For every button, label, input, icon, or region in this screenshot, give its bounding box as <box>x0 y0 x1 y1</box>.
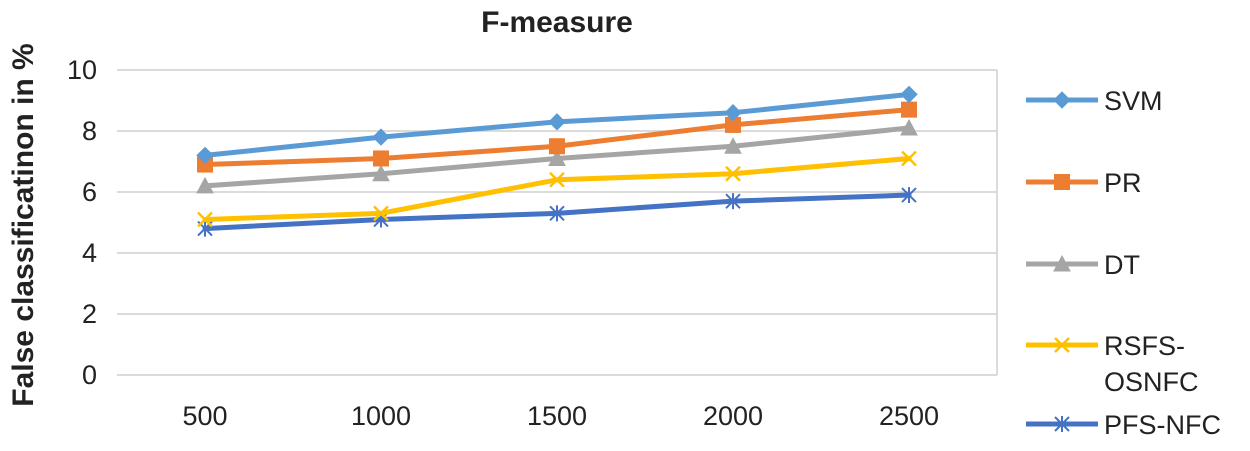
legend-item-rsfs-osnfc: RSFS- OSNFC <box>1026 331 1199 397</box>
data-point-pfs-nfc <box>725 193 741 210</box>
y-tick-label: 8 <box>82 116 97 146</box>
y-tick-label: 10 <box>67 55 97 85</box>
tick-labels: 0 2 4 6 8 10 500 1000 1500 2000 2500 <box>67 55 939 431</box>
data-point-dt <box>548 149 566 166</box>
data-point-rsfs-osnfc <box>725 165 741 182</box>
legend: SVM PR DT RSFS- OSNFC PFS-NFC <box>1026 86 1221 440</box>
legend-label: OSNFC <box>1104 367 1199 397</box>
gridlines <box>117 69 998 376</box>
data-point-rsfs-osnfc <box>197 211 213 228</box>
series-svm <box>196 85 918 165</box>
data-point-svm <box>724 103 742 122</box>
y-tick-label: 0 <box>82 360 97 390</box>
legend-item-pr: PR <box>1026 168 1142 198</box>
legend-asterisk-icon <box>1054 416 1070 432</box>
legend-label: RSFS- <box>1104 331 1185 361</box>
series-dt <box>196 118 918 194</box>
legend-label: PFS-NFC <box>1104 410 1221 440</box>
data-point-dt <box>724 137 742 154</box>
y-tick-label: 2 <box>82 299 97 329</box>
data-point-svm <box>900 85 918 104</box>
data-point-pfs-nfc <box>901 187 917 204</box>
data-point-svm <box>548 113 566 131</box>
data-point-rsfs-osnfc <box>901 150 917 167</box>
x-tick-label: 2000 <box>703 401 763 431</box>
data-point-svm <box>196 146 214 165</box>
data-point-rsfs-osnfc <box>373 205 389 222</box>
x-tick-label: 500 <box>182 401 227 431</box>
series-rsfs-osnfc <box>197 150 917 228</box>
series-pr <box>197 101 917 173</box>
legend-label: SVM <box>1104 86 1163 116</box>
legend-label: PR <box>1104 168 1142 198</box>
x-tick-label: 1000 <box>351 401 411 431</box>
legend-square-icon <box>1054 174 1070 190</box>
y-axis-label: False classificatinon in % <box>7 43 40 406</box>
data-point-pr <box>549 138 565 155</box>
data-point-svm <box>372 128 390 146</box>
legend-x-icon <box>1054 337 1070 353</box>
x-tick-label: 1500 <box>527 401 587 431</box>
legend-item-pfs-nfc: PFS-NFC <box>1026 410 1221 440</box>
data-point-pr <box>901 101 917 118</box>
chart-title: F-measure <box>481 6 633 39</box>
y-tick-label: 6 <box>82 177 97 207</box>
data-point-rsfs-osnfc <box>549 171 565 188</box>
data-point-dt <box>196 176 214 194</box>
y-tick-label: 4 <box>82 238 97 268</box>
legend-label: DT <box>1104 250 1140 280</box>
legend-triangle-icon <box>1053 254 1071 272</box>
legend-diamond-icon <box>1053 91 1071 109</box>
legend-item-dt: DT <box>1026 250 1140 280</box>
data-point-pr <box>373 150 389 167</box>
data-point-dt <box>900 118 918 136</box>
series-pfs-nfc <box>197 187 917 237</box>
legend-item-svm: SVM <box>1026 86 1163 116</box>
data-point-pfs-nfc <box>549 205 565 222</box>
data-point-dt <box>372 164 390 182</box>
series-lines <box>196 85 918 237</box>
x-tick-label: 2500 <box>879 401 939 431</box>
